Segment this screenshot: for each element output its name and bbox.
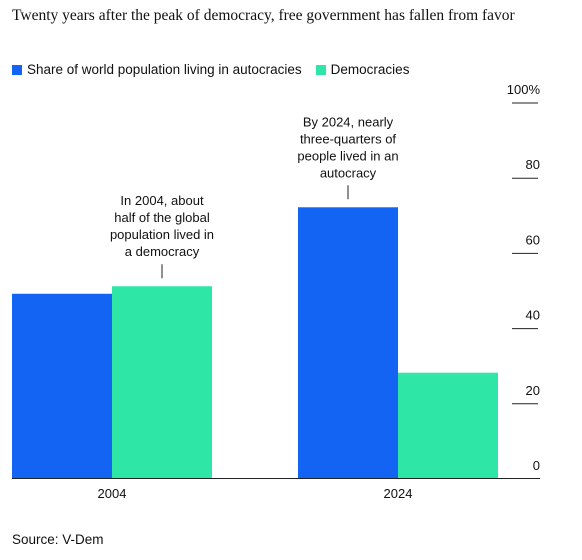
legend: Share of world population living in auto…	[12, 62, 409, 77]
y-tick-label-1: 20	[526, 383, 540, 398]
source-note: Source: V-Dem	[12, 532, 104, 547]
x-tick-label-2024: 2024	[384, 486, 413, 501]
x-tick-label-2004: 2004	[98, 486, 127, 501]
chart-title: Twenty years after the peak of democracy…	[12, 7, 515, 24]
y-tick-label-2: 40	[526, 308, 540, 323]
y-tick-label-0: 0	[533, 458, 540, 473]
bar-2004-autocracies	[12, 293, 112, 478]
y-tick-label-5: 100%	[507, 82, 541, 97]
y-tick-label-3: 60	[526, 232, 540, 247]
annotation-2024: By 2024, nearly three-quarters of people l…	[297, 114, 398, 180]
bar-chart: 0 20 40 60 80 100% 2004 2024 In 2004, about half …	[12, 82, 541, 501]
legend-label-autocracies: Share of world population living in auto…	[27, 62, 302, 77]
y-tick-label-4: 80	[526, 157, 540, 172]
legend-swatch-democracies	[315, 64, 326, 75]
annotation-2004: In 2004, about half of the global populati…	[110, 193, 214, 259]
legend-label-democracies: Democracies	[330, 62, 410, 77]
legend-item-autocracies: Share of world population living in auto…	[12, 62, 302, 77]
bar-2024-democracies	[398, 372, 498, 478]
bar-2024-autocracies	[298, 207, 398, 478]
legend-item-democracies: Democracies	[315, 62, 410, 77]
legend-swatch-autocracies	[12, 64, 22, 75]
bar-2004-democracies	[112, 286, 212, 478]
